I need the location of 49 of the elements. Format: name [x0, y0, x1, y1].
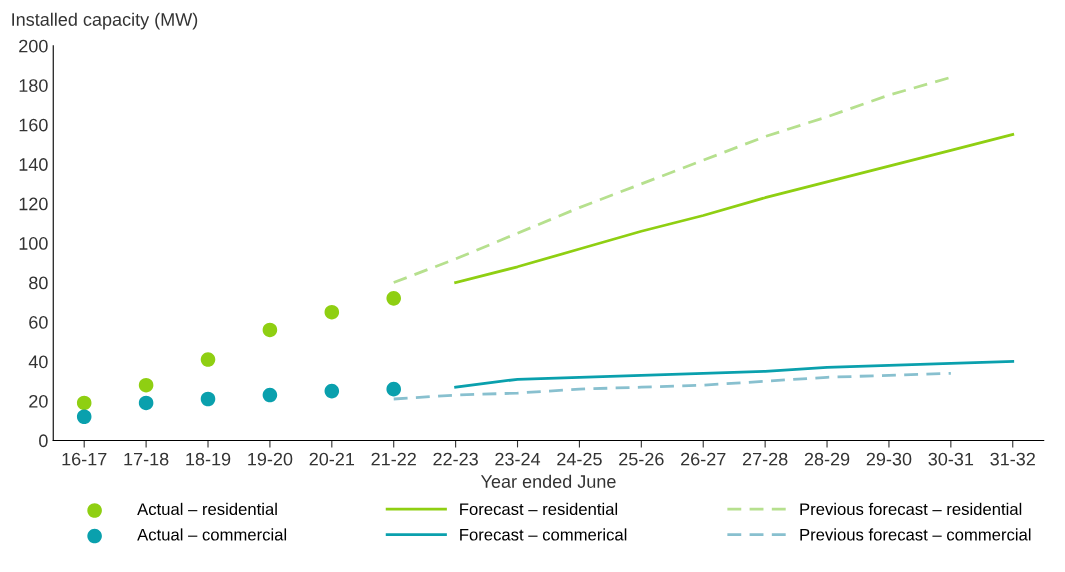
y-tick-label: 100	[19, 237, 48, 250]
y-tick-label: 180	[19, 79, 48, 92]
x-tick-label: 17-18	[124, 452, 169, 466]
point	[262, 322, 278, 338]
point	[324, 304, 340, 320]
point	[200, 391, 216, 407]
x-axis-title: Year ended June	[480, 474, 616, 488]
x-tick-label: 31-32	[990, 452, 1035, 466]
x-tick-label: 28-29	[804, 452, 850, 466]
y-axis-title: Installed capacity (MW)	[12, 12, 198, 30]
legend-label: Actual – commercial	[137, 528, 287, 541]
point	[324, 383, 340, 399]
x-tick-label: 22-23	[433, 452, 478, 466]
x-tick-label: 18-19	[186, 452, 231, 466]
x-tick-label: 20-21	[309, 452, 355, 466]
x-tick-label: 26-27	[681, 452, 726, 466]
point	[76, 395, 92, 411]
point	[386, 381, 401, 397]
legend-label: Actual – residential	[137, 502, 277, 516]
y-tick-label: 120	[19, 197, 48, 211]
y-tick-label: 20	[29, 394, 48, 408]
point	[76, 409, 92, 425]
y-tick-label: 140	[19, 158, 48, 171]
y-tick-label: 0	[39, 434, 48, 448]
point	[138, 395, 154, 411]
x-tick-label: 29-30	[866, 452, 912, 466]
legend-label: Forecast – residential	[460, 502, 618, 516]
y-tick-label: 40	[28, 355, 48, 369]
point	[262, 387, 278, 403]
x-tick-label: 23-24	[495, 452, 541, 466]
y-tick-label: 200	[19, 39, 48, 53]
legend-label: Previous forecast – commercial	[800, 528, 1031, 541]
x-tick-label: 16-17	[62, 452, 107, 466]
point	[200, 352, 216, 367]
y-tick-label: 60	[29, 315, 48, 329]
point	[138, 377, 154, 393]
x-tick-label: 25-26	[619, 452, 664, 466]
legend-label: Previous forecast – residential	[800, 502, 1022, 516]
x-tick-label: 27-28	[742, 452, 788, 466]
line-series	[454, 360, 1015, 389]
x-tick-label: 21-22	[371, 452, 416, 466]
line-series	[454, 133, 1015, 284]
legend-label: Forecast – commerical	[460, 528, 627, 541]
x-tick-label: 24-25	[557, 452, 602, 466]
x-tick-label: 30-31	[928, 452, 974, 466]
y-tick-label: 160	[19, 118, 48, 132]
x-tick-label: 19-20	[248, 452, 293, 466]
y-tick-label: 80	[29, 276, 48, 290]
point	[386, 291, 401, 306]
